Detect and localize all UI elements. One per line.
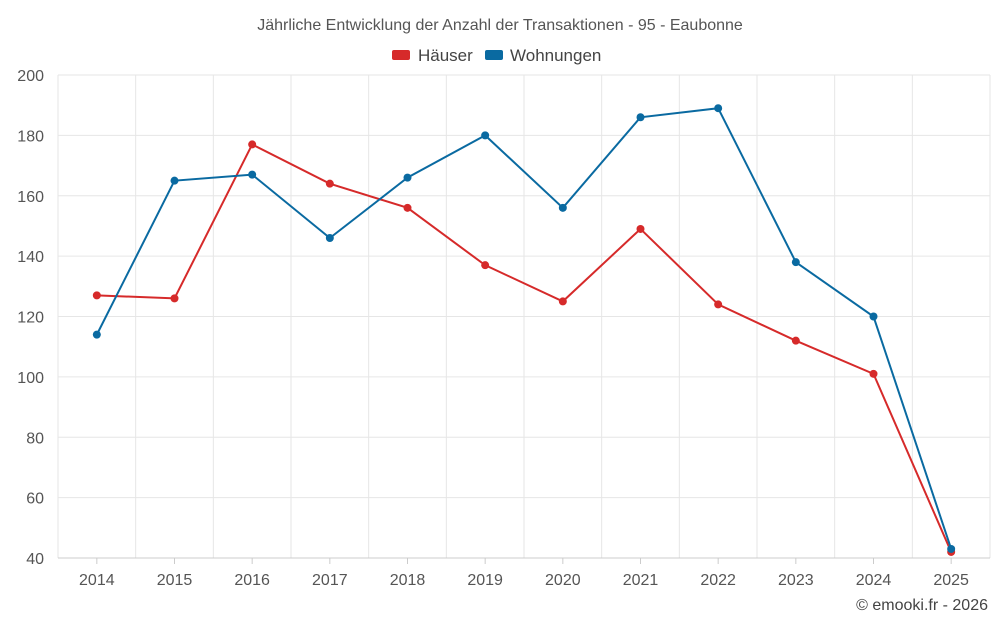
data-point-h-user <box>481 261 490 270</box>
x-tick-label: 2020 <box>545 572 581 589</box>
x-tick-label: 2022 <box>700 572 736 589</box>
legend-swatch-wohnungen <box>485 50 503 60</box>
y-tick-label: 100 <box>17 370 44 387</box>
series-line-h-user <box>96 143 953 553</box>
data-point-wohnungen <box>714 104 723 113</box>
x-tick-label: 2017 <box>312 572 348 589</box>
x-tick-label: 2023 <box>778 572 814 589</box>
data-point-wohnungen <box>92 330 101 339</box>
data-point-wohnungen <box>248 170 257 179</box>
grid <box>57 74 991 559</box>
y-tick-label: 200 <box>17 68 44 85</box>
data-point-h-user <box>248 140 257 149</box>
x-tick-label: 2016 <box>234 572 270 589</box>
data-point-h-user <box>558 297 567 306</box>
x-tick-label: 2018 <box>390 572 426 589</box>
y-tick-label: 160 <box>17 189 44 206</box>
data-point-wohnungen <box>947 544 956 553</box>
data-point-wohnungen <box>170 176 179 185</box>
x-tick-label: 2024 <box>856 572 892 589</box>
data-point-h-user <box>92 291 101 300</box>
y-tick-label: 180 <box>17 128 44 145</box>
y-tick-label: 60 <box>26 491 44 508</box>
chart-title: Jährliche Entwicklung der Anzahl der Tra… <box>257 17 743 34</box>
data-point-h-user <box>636 224 645 233</box>
legend-swatch-h-user <box>392 50 410 60</box>
y-tick-label: 140 <box>17 249 44 266</box>
data-point-h-user <box>170 294 179 303</box>
data-point-wohnungen <box>558 203 567 212</box>
data-point-h-user <box>791 336 800 345</box>
x-tick-label: 2014 <box>79 572 115 589</box>
series-h-user <box>92 140 956 556</box>
data-point-h-user <box>403 203 412 212</box>
x-axis: 2014 2015 2016 2017 2018 2019 2020 2021 2022 2023… <box>79 558 969 589</box>
credit-text: © emooki.fr - 2026 <box>856 597 988 614</box>
x-tick-label: 2025 <box>933 572 969 589</box>
y-tick-label: 80 <box>26 430 44 447</box>
data-point-wohnungen <box>869 312 878 321</box>
series-line-wohnungen <box>95 107 953 550</box>
data-point-wohnungen <box>791 258 800 267</box>
data-point-h-user <box>325 179 334 188</box>
series-wohnungen <box>92 104 956 553</box>
y-tick-label: 120 <box>17 310 44 327</box>
legend: Häuser Wohnungen <box>392 46 601 65</box>
series-layer <box>92 104 956 556</box>
x-tick-label: 2021 <box>623 572 659 589</box>
data-point-wohnungen <box>403 173 412 182</box>
y-axis: 40 60 80 100 120 140 160 180 200 <box>17 68 44 568</box>
legend-label-wohnungen: Wohnungen <box>510 46 601 65</box>
data-point-wohnungen <box>325 234 334 243</box>
data-point-h-user <box>714 300 723 309</box>
x-tick-label: 2019 <box>467 572 503 589</box>
data-point-wohnungen <box>481 131 490 140</box>
data-point-h-user <box>869 369 878 378</box>
x-tick-label: 2015 <box>157 572 193 589</box>
y-tick-label: 40 <box>26 551 44 568</box>
data-point-wohnungen <box>636 113 645 122</box>
legend-label-h-user: Häuser <box>418 46 473 65</box>
